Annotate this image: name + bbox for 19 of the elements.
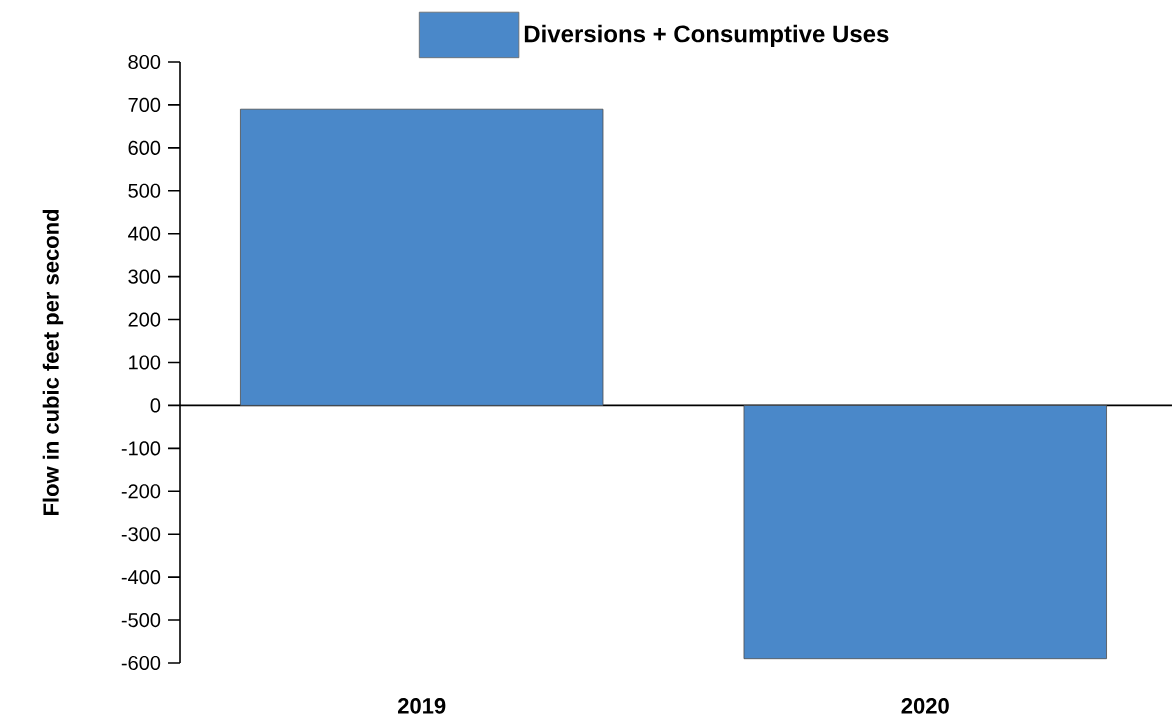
y-tick-label: 400 <box>128 226 161 241</box>
y-tick-label: 700 <box>128 97 161 112</box>
y-tick-label: -500 <box>121 612 161 628</box>
y-axis-title: Flow in cubic feet per second <box>42 209 64 516</box>
y-tick-label: 300 <box>128 269 161 284</box>
y-tick-label: -300 <box>121 527 161 542</box>
legend-label: Diversions + Consumptive Uses <box>524 24 889 48</box>
y-tick-label: -200 <box>121 484 161 499</box>
y-tick-label: -400 <box>121 570 161 585</box>
y-tick-label: 500 <box>128 183 161 198</box>
y-tick-label: 0 <box>150 398 161 413</box>
y-tick-label: 800 <box>128 54 161 70</box>
y-tick-label: -100 <box>121 441 161 456</box>
y-tick-label: 200 <box>128 312 161 327</box>
x-tick-label: 2019 <box>398 698 446 714</box>
y-tick-label: 100 <box>129 355 161 370</box>
y-tick-label: -600 <box>121 655 161 671</box>
x-tick-label: 2020 <box>901 698 949 714</box>
y-tick-label: 600 <box>128 140 161 155</box>
